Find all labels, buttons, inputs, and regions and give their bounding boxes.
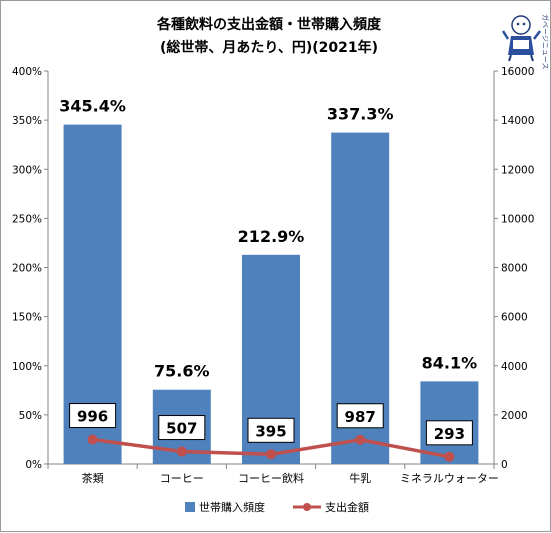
y-left-tick-label: 300% [12, 164, 42, 176]
line-value-label: 987 [345, 408, 376, 426]
x-tick-label: コーヒー [160, 472, 204, 485]
y-right-tick-label: 12000 [501, 164, 534, 176]
bar-value-label: 75.6% [154, 362, 210, 381]
legend-swatch-bar [185, 502, 195, 512]
legend-label-line: 支出金額 [325, 500, 369, 514]
y-left-tick-label: 150% [12, 312, 42, 324]
line-value-label: 395 [255, 422, 286, 440]
line-value-label-box [336, 403, 384, 429]
y-left-tick-label: 250% [12, 213, 42, 225]
y-right-tick-label: 16000 [501, 66, 534, 78]
logo: ガベージニュース [501, 14, 550, 70]
x-tick-label: コーヒー飲料 [238, 471, 304, 485]
legend-swatch-marker [303, 503, 311, 511]
logo-text: ガベージニュース [541, 14, 550, 70]
chart-title: 各種飲料の支出金額・世帯購入頻度 [156, 16, 382, 33]
bar-value-label: 212.9% [238, 227, 305, 246]
line-point [87, 434, 98, 445]
line-value-label: 996 [77, 408, 108, 426]
legend-label-bar: 世帯購入頻度 [199, 500, 265, 514]
y-left-tick-label: 200% [12, 263, 42, 275]
line-point [444, 451, 455, 462]
y-left-tick-label: 400% [12, 66, 42, 78]
y-right-tick-label: 0 [501, 459, 508, 471]
line-value-label: 293 [434, 425, 465, 443]
line-point [355, 434, 366, 445]
data-labels: 345.4% 75.6% 212.9% 337.3% 84.1% 996 507 395 987… [59, 97, 478, 446]
y-right-tick-label: 4000 [501, 361, 528, 373]
axes: 0% 50% 100% 150% 200% 250% 300% 350% 400% 0 2000 40… [12, 66, 534, 485]
bar-value-label: 345.4% [59, 97, 126, 116]
x-tick-label: 茶類 [82, 472, 104, 485]
y-left-tick-label: 0% [25, 459, 42, 471]
bar-value-label: 337.3% [327, 105, 394, 124]
legend: 世帯購入頻度 支出金額 [185, 500, 369, 514]
line-value-label-box [247, 417, 295, 443]
y-right-tick-label: 6000 [501, 312, 528, 324]
y-left-tick-label: 350% [12, 115, 42, 127]
bar-series [63, 124, 479, 464]
y-right-tick-label: 10000 [501, 213, 534, 225]
y-right-tick-label: 8000 [501, 263, 528, 275]
line-point [176, 446, 187, 457]
line-value-label: 507 [166, 420, 197, 438]
x-tick-label: ミネラルウォーター [400, 472, 499, 485]
y-right-tick-label: 14000 [501, 115, 534, 127]
bar-value-label: 84.1% [422, 353, 478, 372]
line-value-label-box [425, 420, 473, 446]
line-value-label-box [69, 403, 117, 429]
y-left-tick-label: 100% [12, 361, 42, 373]
y-right-tick-label: 2000 [501, 410, 528, 422]
chart-subtitle: (総世帯、月あたり、円)(2021年) [160, 39, 378, 56]
line-value-label-box [158, 415, 206, 441]
y-left-tick-label: 50% [19, 410, 42, 422]
x-tick-label: 牛乳 [349, 471, 371, 485]
line-point [266, 449, 276, 460]
line-series [87, 434, 455, 462]
